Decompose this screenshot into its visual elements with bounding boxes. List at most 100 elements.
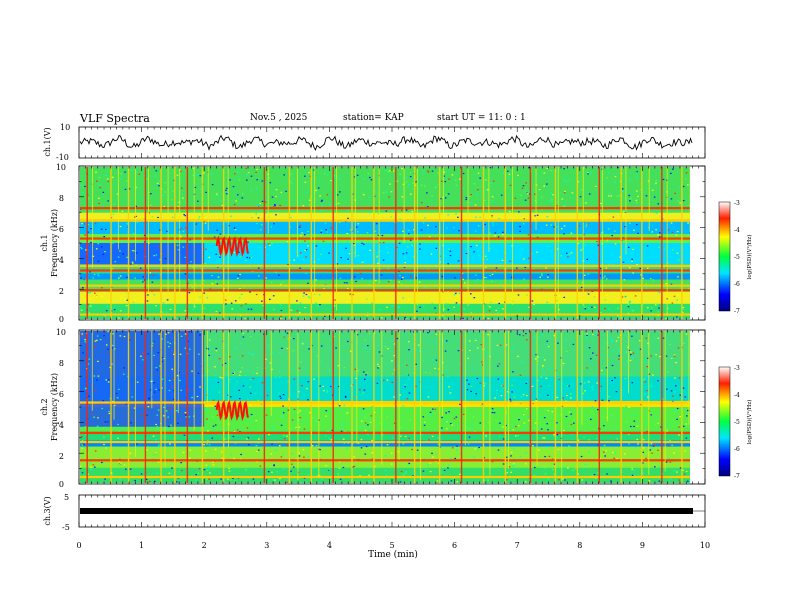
spec1-pixel [180,227,183,229]
spec2-pixel [271,340,273,342]
spec1-pixel [405,252,408,254]
spec1-pixel [593,306,596,308]
spec2-pixel [342,438,345,440]
spec1-pixel [500,282,503,284]
spec1-pixel [401,168,403,170]
spec2-pixel [448,386,450,388]
spec2-pixel [271,429,274,431]
spec2-pixel [212,425,215,427]
spec2-pixel [96,335,99,337]
spec2-pixel [565,350,568,352]
spec1-pixel [271,242,273,244]
spec2-pixel [147,446,149,448]
spec2-pixel [129,339,131,341]
spec1-pixel [248,257,251,259]
spec2-pixel [271,368,273,371]
spec2-pixel [326,389,329,391]
spec1-pixel [478,216,480,218]
spec1-pixel [657,241,660,243]
spec1-pixel [272,295,275,297]
spec1-pixel [128,188,131,190]
spec2-pixel [107,379,110,381]
x-tick-label-10: 10 [700,541,710,550]
spec2-pixel [141,359,144,361]
spec2-pixel [125,403,127,405]
spec1-pixel [629,200,631,202]
spec2-pixel [468,340,471,342]
spec2-pixel [515,425,517,428]
spec1-pixel [320,209,323,211]
spec2-sferic-faint-15 [398,331,400,460]
spec2-pixel [303,428,306,430]
spec2-pixel [679,416,681,418]
spec1-pixel [541,209,543,211]
spec1-pixel [299,267,301,269]
spec2-pixel [298,426,301,428]
spec1-pixel [403,266,406,268]
spec2-pixel [628,349,630,351]
spec2-pixel [280,397,282,399]
spec2-pixel [303,456,305,458]
spec1-pixel [147,294,149,296]
spec2-pixel [203,444,205,446]
spec1-pixel [546,216,549,218]
spec2-pixel [546,340,549,342]
spec1-pixel [126,298,129,300]
spec2-pixel [249,379,252,381]
spec1-pixel [378,286,381,288]
spec2-pixel [383,379,385,381]
spec2-pixel [650,414,652,416]
spec2-pixel [146,449,148,451]
spec1-pixel [404,262,406,264]
spec1-sferic-faint-2 [135,167,137,261]
spec1-pixel [473,297,476,299]
spec2-pixel [283,434,285,437]
spec2-pixel [678,479,681,481]
spec2-pixel [161,378,164,380]
spec2-pixel [485,482,488,483]
spec2-pixel [81,436,83,438]
spec2-pixel [434,408,437,410]
spec1-sferic-faint-5 [179,167,181,301]
spec2-pixel [364,429,367,432]
spec1-pixel [82,287,84,289]
spec2-pixel [259,465,262,467]
spec1-pixel [200,189,202,191]
spec1-pixel [390,191,393,193]
spec1-pixel [635,199,638,201]
spec1-pixel [670,283,673,285]
spec1-sferic-faint-18 [467,167,469,307]
spec1-pixel [617,167,619,169]
spec1-pixel [536,251,538,253]
spec1-pixel [289,217,292,219]
spec2-pixel [258,438,260,440]
spec1-pixel [517,174,519,176]
spec1-pixel [489,248,491,250]
ch1-ytick-bottom: -10 [56,153,69,162]
spec2-pixel [687,410,689,412]
spec2-pixel [666,427,669,430]
spec2-pixel [271,471,273,473]
spec1-pixel [560,228,563,230]
spec1-pixel [304,240,306,242]
spec1-pixel [527,257,530,259]
spec2-pixel [468,383,470,385]
spec2-pixel [459,453,462,455]
spec1-pixel [192,174,195,176]
spec2-pixel [610,341,613,343]
spec2-pixel [203,469,206,471]
spec1-pixel [84,298,86,300]
spec2-pixel [378,422,381,424]
spec1-pixel [469,195,471,198]
spec1-pixel [563,168,565,170]
spec2-pixel [368,332,371,335]
spec1-sferic-3 [144,167,147,319]
spec2-pixel [391,381,394,383]
spec2-pixel [669,343,671,345]
spec1-pixel [475,216,477,218]
spec2-pixel [104,446,106,448]
spec1-pixel [337,202,340,205]
spec2-pixel [462,413,465,415]
spec2-pixel [279,477,281,480]
spec1-pixel [82,192,84,194]
